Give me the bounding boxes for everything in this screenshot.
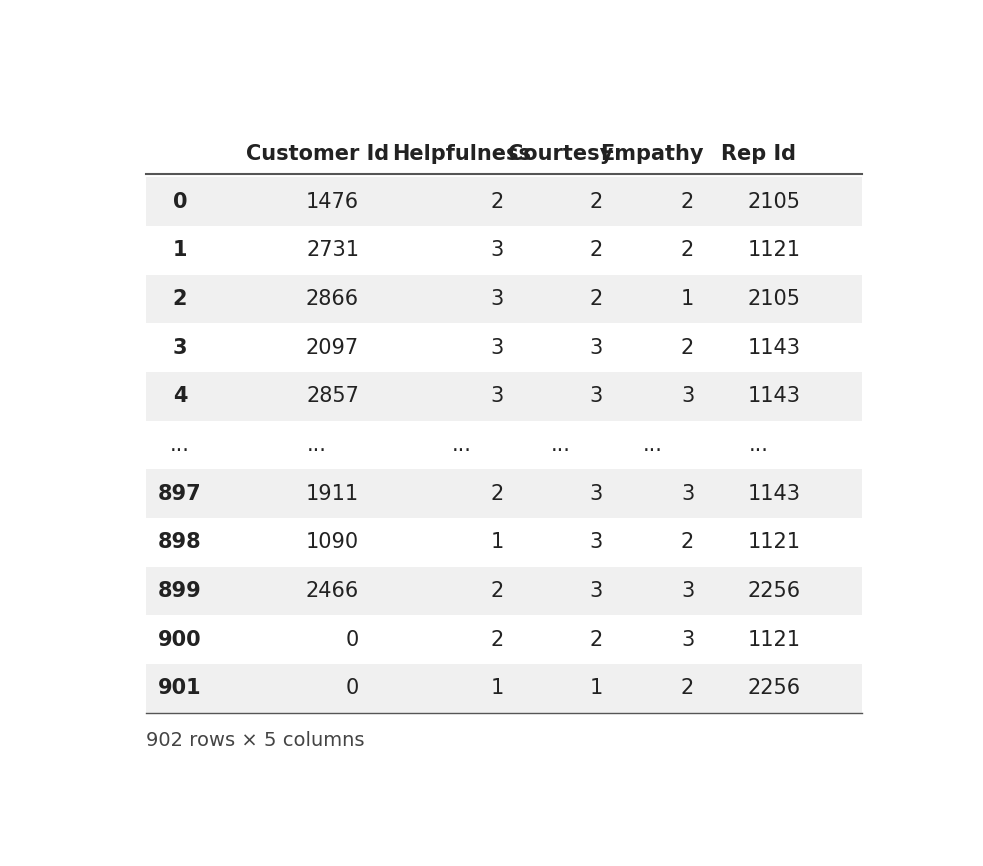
Text: 1121: 1121 [748,533,801,553]
Text: 3: 3 [681,386,694,406]
Text: 3: 3 [491,289,503,309]
Text: 1143: 1143 [748,484,801,504]
Text: ...: ... [452,435,472,455]
Text: 2256: 2256 [748,581,801,601]
Text: 901: 901 [158,678,202,698]
Text: 2: 2 [681,338,694,358]
Bar [145,372,862,421]
Text: 3: 3 [173,338,188,358]
Text: ...: ... [643,435,663,455]
Text: 900: 900 [158,630,202,650]
Text: 2: 2 [681,533,694,553]
Text: 2105: 2105 [748,191,801,211]
Text: ...: ... [170,435,190,455]
Text: 1476: 1476 [306,191,359,211]
Text: 1143: 1143 [748,338,801,358]
Text: 2731: 2731 [306,240,359,261]
Text: 1121: 1121 [748,240,801,261]
Text: 2: 2 [681,191,694,211]
Text: 2256: 2256 [748,678,801,698]
Text: 902 rows × 5 columns: 902 rows × 5 columns [145,731,365,750]
Text: 1911: 1911 [306,484,359,504]
Text: 3: 3 [590,386,603,406]
Text: 1090: 1090 [306,533,359,553]
Text: Customer Id: Customer Id [246,144,388,164]
Text: 2466: 2466 [306,581,359,601]
Text: 1143: 1143 [748,386,801,406]
Text: 2097: 2097 [306,338,359,358]
Text: 3: 3 [681,484,694,504]
Bar [145,664,862,713]
Text: 2: 2 [590,630,603,650]
Text: 2: 2 [173,289,188,309]
Text: 1: 1 [173,240,188,261]
Text: 3: 3 [681,581,694,601]
Text: 0: 0 [346,678,359,698]
Text: 1: 1 [491,678,503,698]
Text: Empathy: Empathy [601,144,704,164]
Text: 1: 1 [590,678,603,698]
Text: 2: 2 [590,289,603,309]
Bar [145,275,862,323]
Text: 2857: 2857 [306,386,359,406]
Text: 2: 2 [491,581,503,601]
Text: 3: 3 [491,338,503,358]
Text: 2: 2 [681,678,694,698]
Text: 3: 3 [491,240,503,261]
Text: ...: ... [749,435,769,455]
Text: 2: 2 [681,240,694,261]
Text: 3: 3 [590,484,603,504]
Text: 898: 898 [158,533,202,553]
Text: 3: 3 [681,630,694,650]
Text: Helpfulness: Helpfulness [392,144,532,164]
Text: 2: 2 [590,191,603,211]
Text: 2105: 2105 [748,289,801,309]
Text: 3: 3 [590,581,603,601]
Text: 2: 2 [491,630,503,650]
Text: 0: 0 [346,630,359,650]
Text: ...: ... [308,435,327,455]
Text: 2: 2 [491,484,503,504]
Text: 2: 2 [491,191,503,211]
Text: 897: 897 [158,484,202,504]
Text: Courtesy: Courtesy [508,144,613,164]
Text: 3: 3 [590,533,603,553]
Bar [145,469,862,518]
Text: 1: 1 [681,289,694,309]
Text: Rep Id: Rep Id [722,144,796,164]
Text: 2: 2 [590,240,603,261]
Text: 1121: 1121 [748,630,801,650]
Text: ...: ... [551,435,571,455]
Text: 3: 3 [590,338,603,358]
Text: 1: 1 [491,533,503,553]
Text: 3: 3 [491,386,503,406]
Text: 2866: 2866 [306,289,359,309]
Bar [145,178,862,226]
Text: 4: 4 [173,386,188,406]
Bar [145,566,862,616]
Text: 899: 899 [158,581,202,601]
Text: 0: 0 [173,191,188,211]
